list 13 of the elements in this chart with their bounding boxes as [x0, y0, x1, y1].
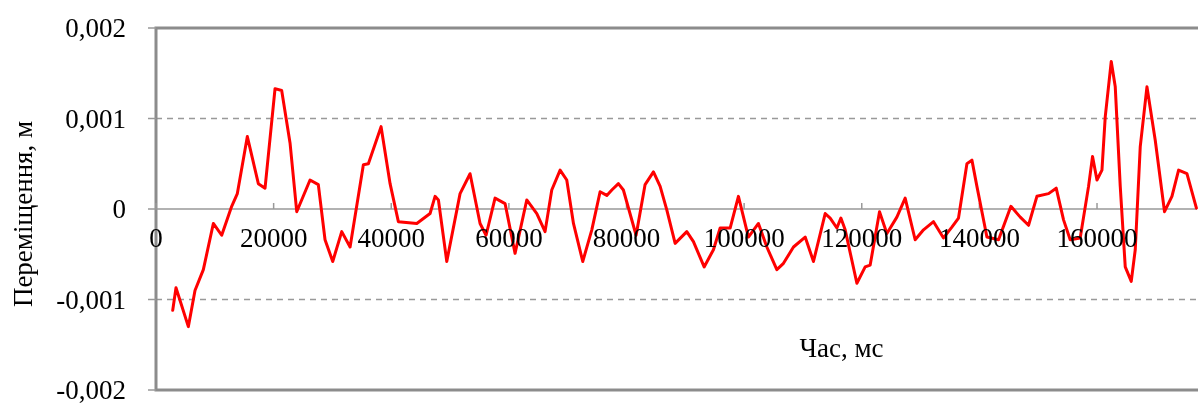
y-tick-label: -0,002 — [56, 375, 126, 403]
x-tick-label: 0 — [149, 223, 163, 253]
y-tick-label: 0 — [112, 194, 126, 225]
y-axis-title: Переміщення, м — [8, 120, 38, 308]
line-series — [171, 59, 1198, 329]
y-tick-label: -0,001 — [56, 284, 126, 315]
x-tick-label: 20000 — [239, 223, 308, 253]
y-tick-label: 0,002 — [65, 13, 126, 44]
x-tick-label: 140000 — [938, 223, 1020, 253]
x-tick-label: 80000 — [592, 223, 661, 253]
x-tick-label: 40000 — [357, 223, 425, 253]
y-tick-label: 0,001 — [65, 103, 126, 134]
x-axis-title: Час, мс — [799, 333, 884, 363]
